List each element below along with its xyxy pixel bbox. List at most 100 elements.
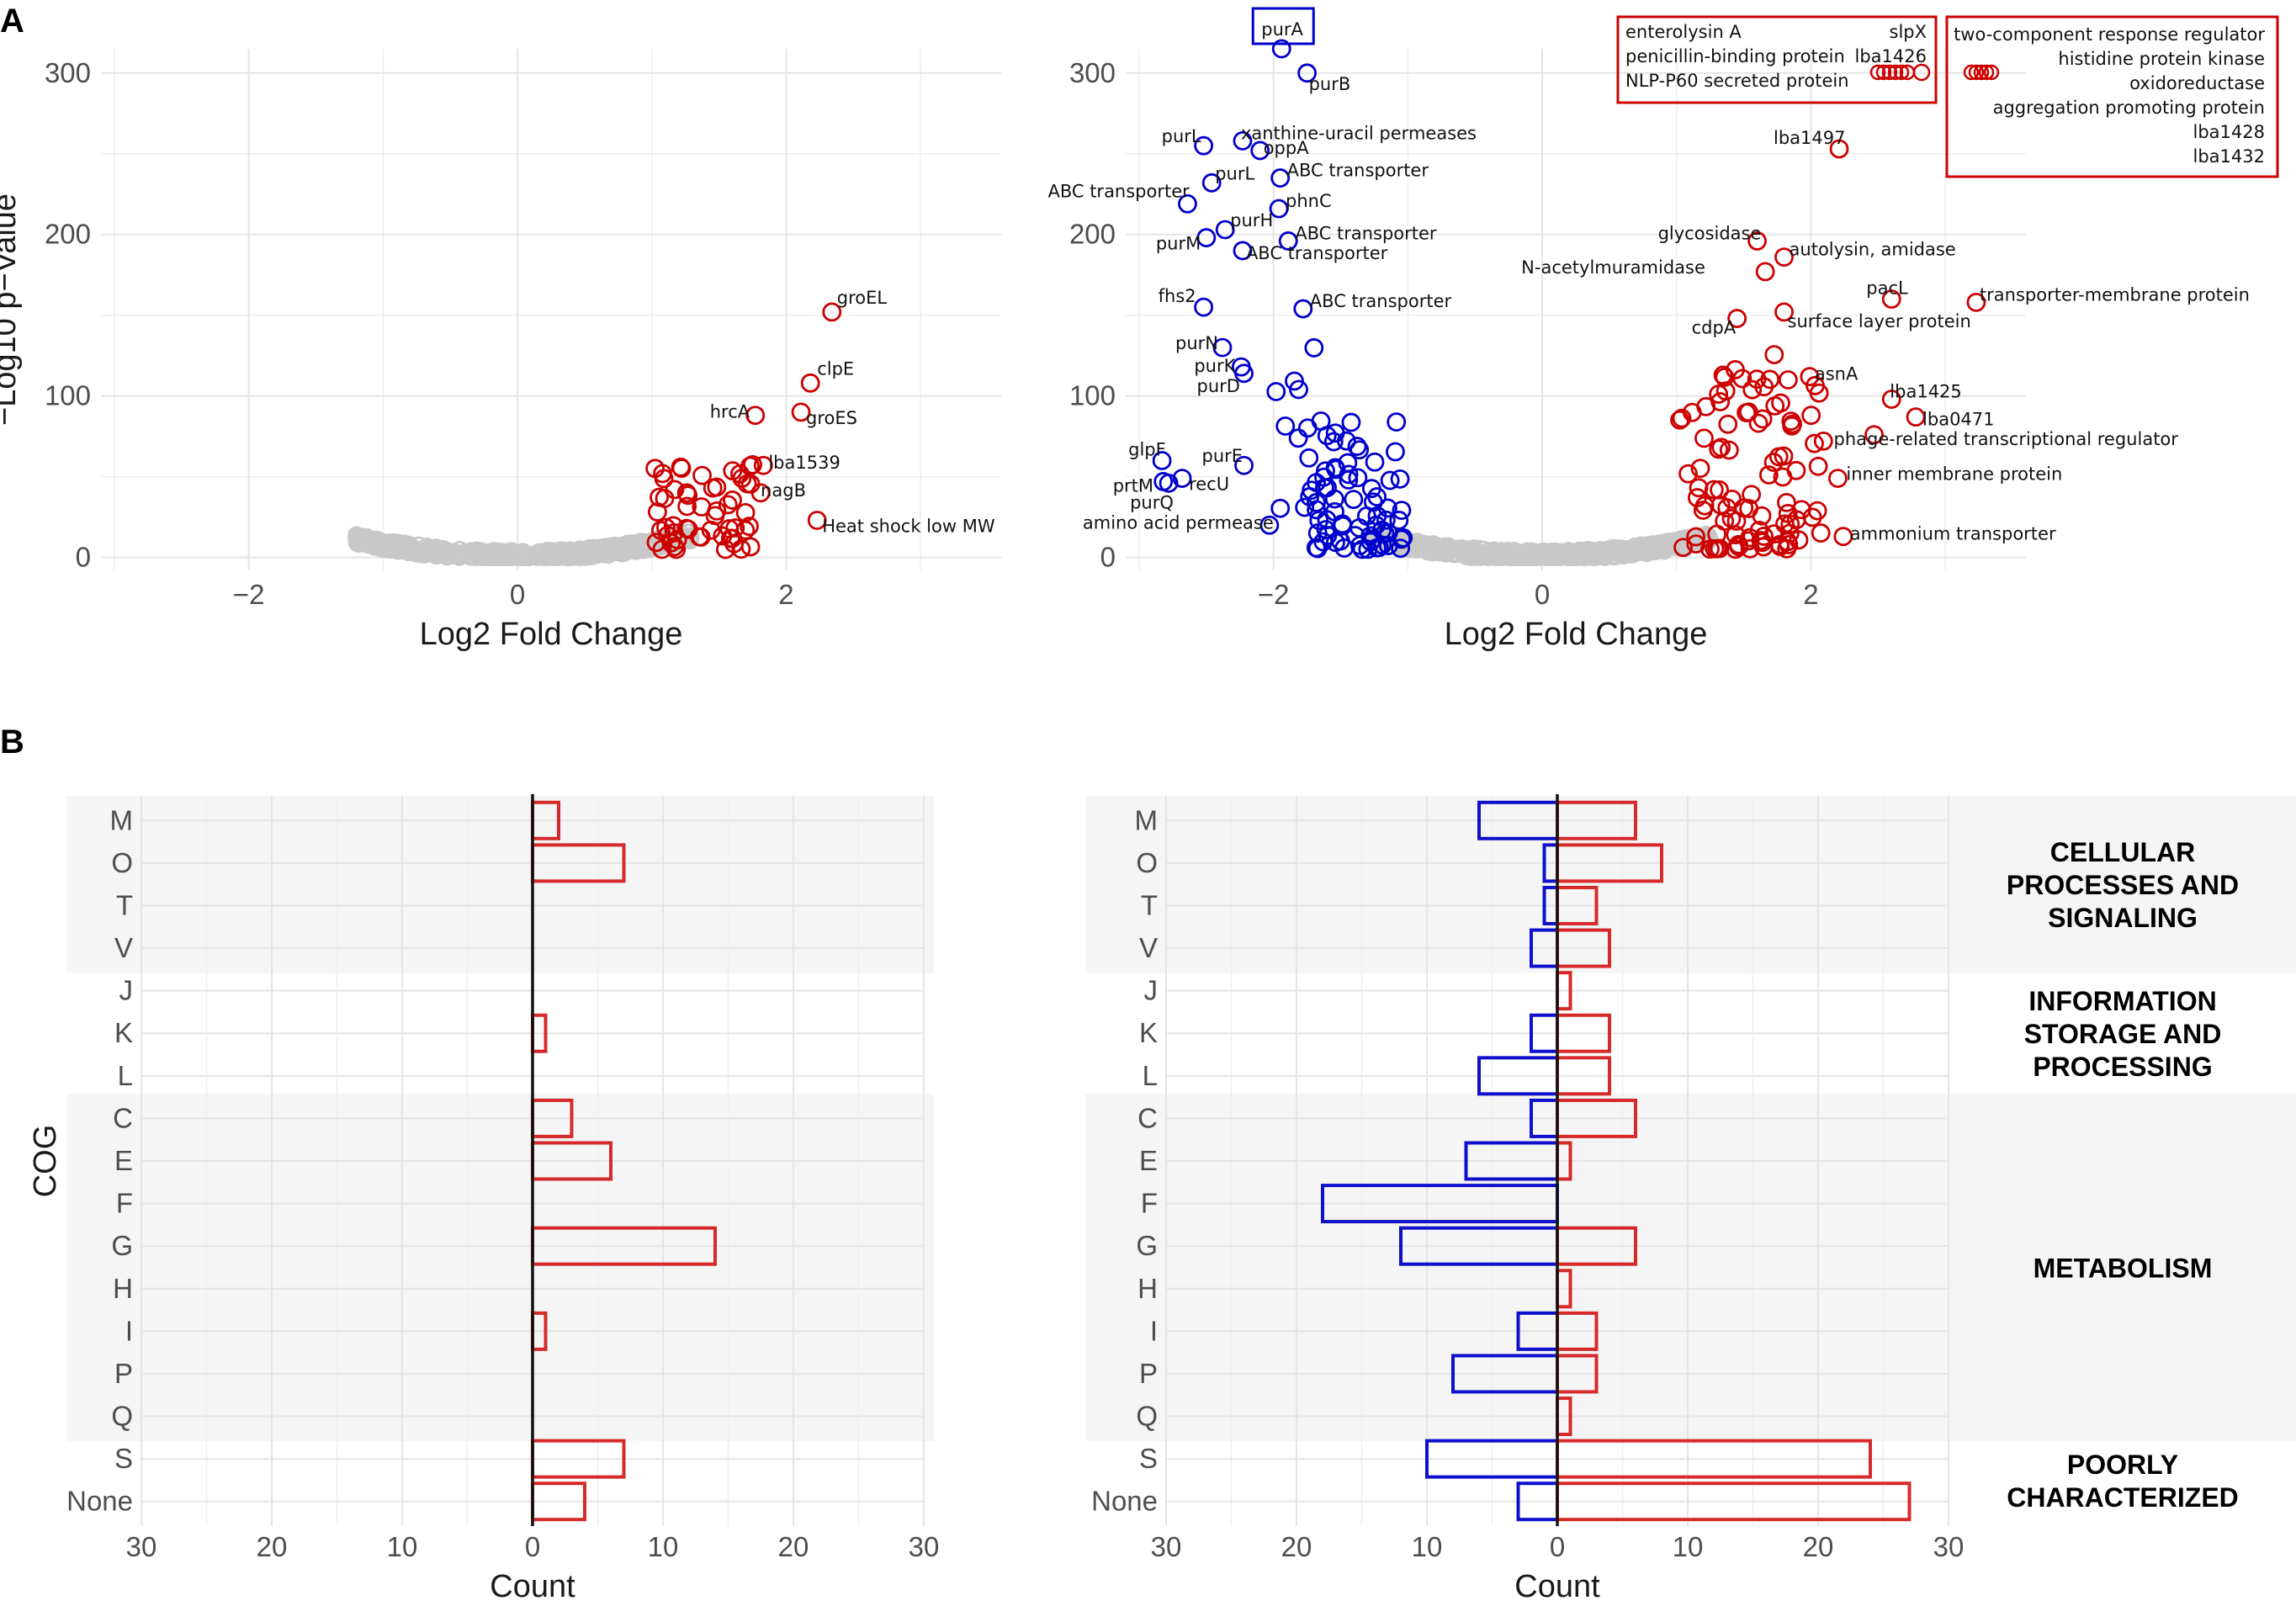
down-gene-point bbox=[1307, 493, 1326, 512]
down-gene-point bbox=[1392, 501, 1412, 521]
gene-label: lba1497 bbox=[1774, 128, 1845, 148]
gene-label: fhs2 bbox=[1159, 286, 1196, 306]
up-gene-point bbox=[692, 465, 712, 485]
down-gene-point bbox=[1317, 426, 1337, 446]
up-gene-point bbox=[750, 483, 771, 503]
up-gene-point bbox=[1968, 64, 1985, 81]
up-gene-point bbox=[1727, 309, 1747, 328]
down-gene-point bbox=[1323, 432, 1344, 452]
gene-label: nagB bbox=[761, 480, 806, 501]
category-label: T bbox=[116, 889, 133, 920]
box-label: enterolysin A bbox=[1625, 22, 1742, 42]
highlight-box bbox=[1251, 7, 1315, 45]
cog-group-label: PROCESSING bbox=[2033, 1052, 2212, 1082]
down-gene-point bbox=[1366, 515, 1387, 535]
box-label: penicillin-binding protein bbox=[1625, 46, 1845, 66]
up-gene-point bbox=[807, 511, 827, 530]
ns-gene-point bbox=[1459, 540, 1477, 558]
down-gene-point bbox=[1295, 497, 1315, 517]
up-gene-point bbox=[740, 456, 760, 476]
down-gene-point bbox=[1363, 492, 1383, 512]
down-gene-point bbox=[1386, 442, 1405, 462]
up-gene-point bbox=[1906, 407, 1926, 427]
category-label: F bbox=[116, 1188, 133, 1219]
category-label: V bbox=[114, 932, 133, 963]
up-gene-point bbox=[1773, 467, 1793, 487]
down-gene-point bbox=[1275, 416, 1296, 436]
gene-label: purL bbox=[1162, 126, 1201, 146]
category-label: None bbox=[66, 1486, 133, 1517]
gene-label: purA bbox=[1261, 19, 1303, 40]
up-gene-point bbox=[1869, 64, 1886, 81]
gene-label: ABC transporter bbox=[1246, 243, 1388, 263]
category-label: L bbox=[118, 1060, 133, 1091]
gene-label: oppA bbox=[1264, 138, 1310, 158]
down-gene-point bbox=[1266, 382, 1286, 401]
ns-gene-point bbox=[455, 546, 474, 564]
down-gene-point bbox=[1278, 231, 1298, 251]
up-gene-point bbox=[740, 517, 759, 537]
category-label: G bbox=[111, 1230, 133, 1261]
down-gene-point bbox=[1365, 452, 1385, 472]
up-gene-point bbox=[1694, 428, 1714, 448]
down-gene-point bbox=[1318, 526, 1338, 545]
down-gene-point bbox=[1270, 168, 1291, 188]
x-tick-label: −2 bbox=[233, 579, 265, 610]
gene-label: ABC transporter bbox=[1310, 291, 1452, 311]
ns-gene-point bbox=[371, 533, 389, 551]
x-tick-label: 10 bbox=[387, 1531, 418, 1562]
cog-group-label: SIGNALING bbox=[2048, 903, 2198, 933]
down-gene-point bbox=[1304, 338, 1324, 358]
category-label: M bbox=[1135, 804, 1159, 835]
down-gene-point bbox=[1270, 498, 1291, 518]
gene-label: glpF bbox=[1128, 439, 1166, 459]
down-gene-point bbox=[1393, 527, 1413, 548]
up-gene-point bbox=[653, 464, 672, 484]
category-label: S bbox=[114, 1443, 133, 1474]
up-gene-point bbox=[1774, 247, 1794, 268]
ns-gene-point bbox=[1462, 544, 1480, 563]
gene-label: purB bbox=[1309, 74, 1351, 94]
category-band bbox=[1085, 796, 2296, 973]
up-gene-point bbox=[791, 402, 811, 422]
x-tick-label: 10 bbox=[1412, 1531, 1443, 1562]
x-tick-label: 10 bbox=[1673, 1531, 1704, 1562]
up-gene-point bbox=[1678, 464, 1698, 484]
x-tick-label: 0 bbox=[510, 579, 525, 610]
down-gene-point bbox=[1361, 479, 1381, 499]
x-axis-title: Count bbox=[490, 1569, 575, 1604]
category-label: P bbox=[1139, 1358, 1158, 1389]
y-tick-label: 100 bbox=[45, 380, 91, 411]
down-gene-point bbox=[1234, 455, 1254, 475]
ns-gene-point bbox=[436, 543, 454, 560]
up-gene-point bbox=[650, 521, 671, 540]
down-gene-point bbox=[1259, 515, 1280, 535]
cog-group-label: PROCESSES AND bbox=[2007, 870, 2239, 900]
down-gene-point bbox=[1326, 459, 1346, 480]
up-gene-point bbox=[1912, 63, 1931, 82]
y-tick-label: 0 bbox=[1100, 542, 1116, 573]
up-gene-point bbox=[1893, 64, 1910, 81]
up-gene-point bbox=[1966, 292, 1986, 312]
x-tick-label: 0 bbox=[1550, 1531, 1565, 1562]
up-gene-point bbox=[1881, 390, 1901, 409]
ns-gene-point bbox=[602, 538, 619, 556]
up-gene-point bbox=[1763, 453, 1784, 472]
ns-gene-point bbox=[1567, 549, 1586, 566]
gene-label: lba1425 bbox=[1890, 382, 1961, 402]
down-gene-point bbox=[1215, 220, 1235, 240]
x-tick-label: 20 bbox=[778, 1531, 809, 1562]
ns-gene-point bbox=[434, 539, 453, 558]
gene-label: pacL bbox=[1866, 278, 1908, 299]
ns-gene-point bbox=[390, 539, 408, 558]
up-gene-point bbox=[723, 490, 742, 510]
gene-label: ABC transporter bbox=[1047, 181, 1190, 201]
ns-gene-point bbox=[355, 528, 374, 546]
up-gene-point bbox=[1875, 64, 1892, 81]
x-tick-label: 20 bbox=[1803, 1531, 1834, 1562]
gene-label: lba1539 bbox=[768, 453, 840, 473]
ns-gene-point bbox=[427, 539, 444, 558]
gene-label: Heat shock low MW bbox=[822, 516, 995, 536]
ns-gene-point bbox=[1453, 539, 1471, 557]
